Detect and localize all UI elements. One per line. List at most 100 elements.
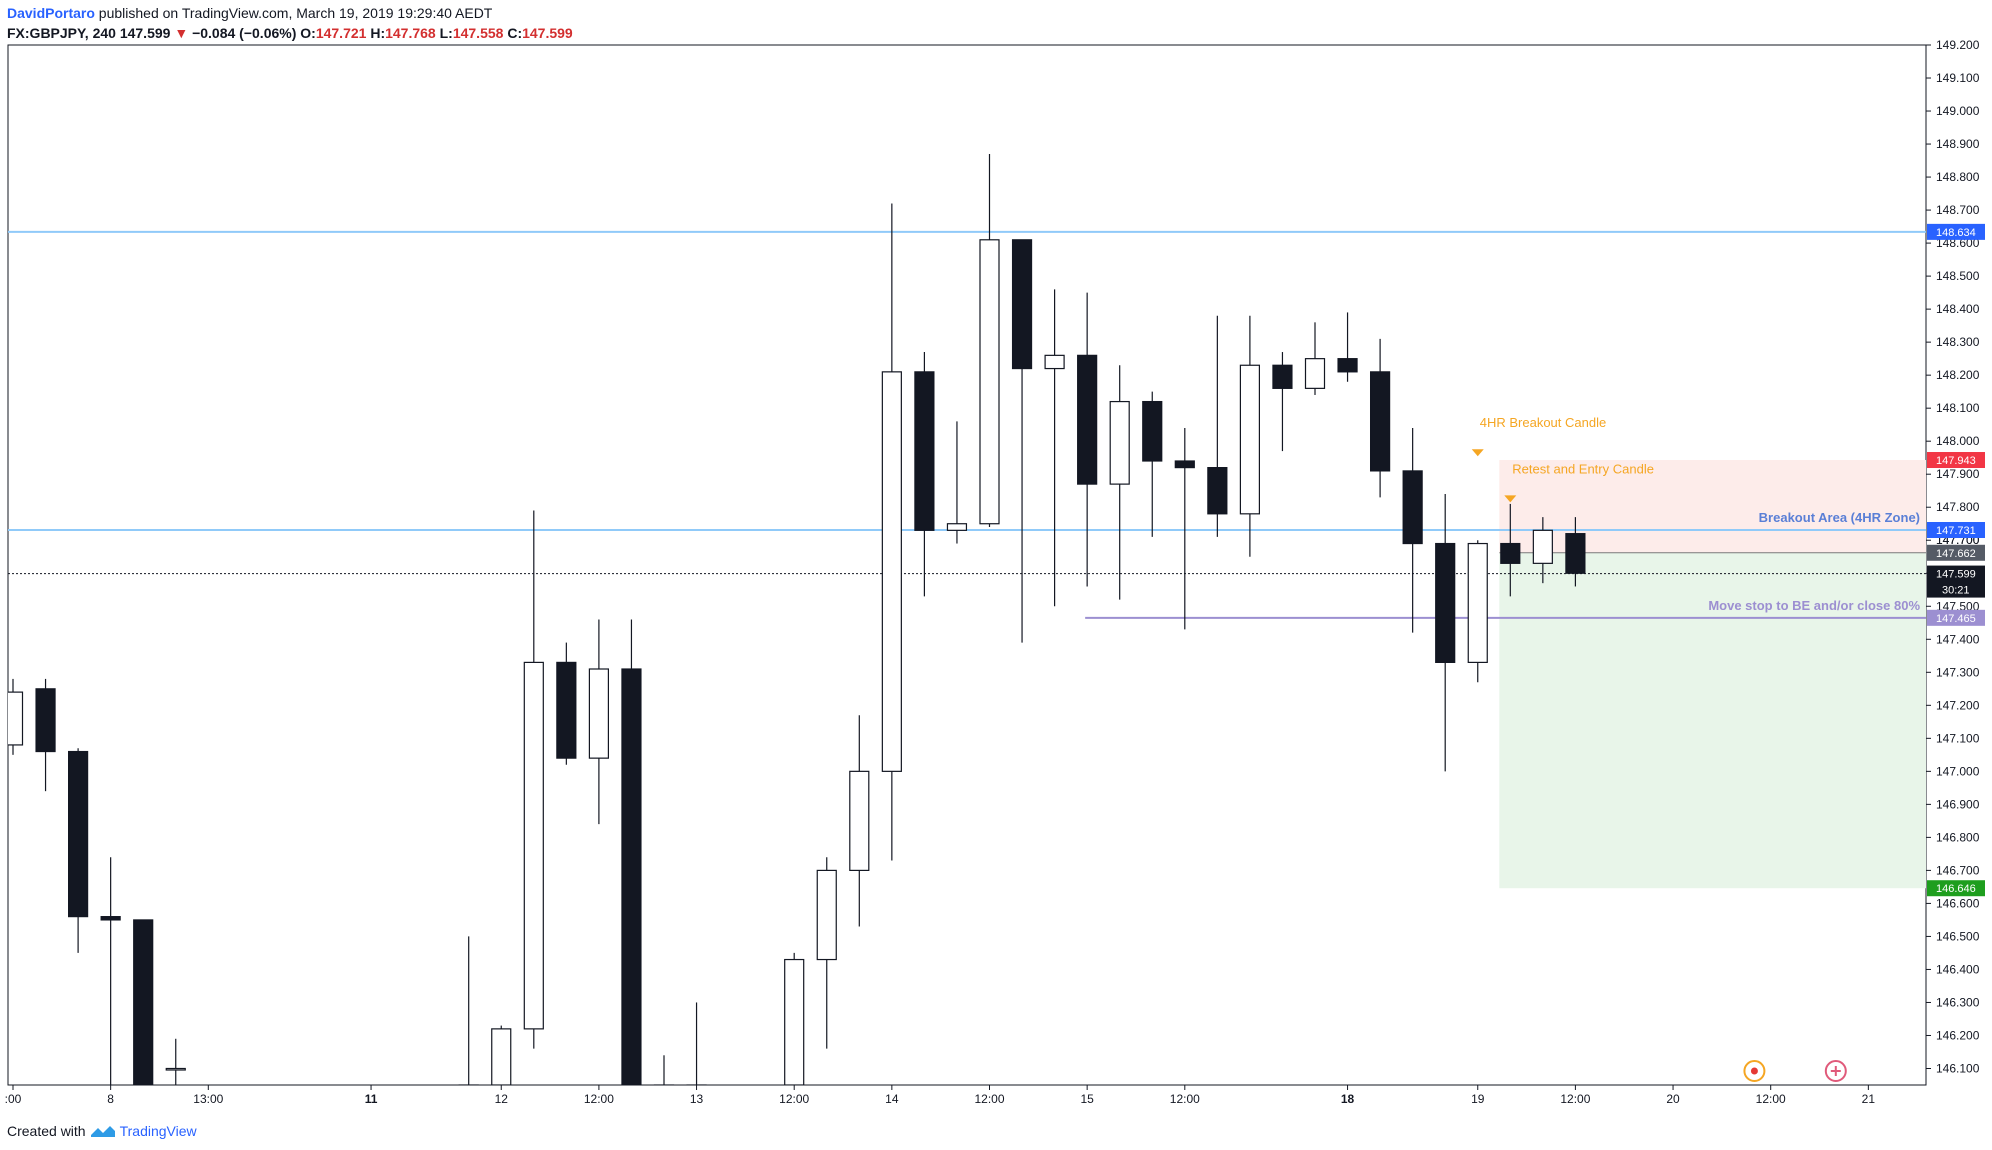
candle-body-31 xyxy=(1011,239,1033,370)
open-label: O: xyxy=(300,25,316,41)
y-tick-label-27: 148.800 xyxy=(1936,170,1980,184)
candle-body-4 xyxy=(133,919,154,1085)
y-tick-label-23: 148.400 xyxy=(1936,302,1980,316)
y-tick-label-10: 147.100 xyxy=(1936,731,1980,745)
x-tick-label-0: :00 xyxy=(5,1092,22,1106)
high-value: 147.768 xyxy=(385,25,436,41)
y-tick-label-31: 149.200 xyxy=(1936,38,1980,52)
candle-body-15 xyxy=(491,1028,512,1085)
candle-body-41 xyxy=(1337,358,1358,373)
candle-body-42 xyxy=(1369,371,1391,472)
candle-body-45 xyxy=(1467,542,1488,663)
x-tick-label-15: 20 xyxy=(1666,1092,1680,1106)
y-tick-label-13: 147.400 xyxy=(1936,632,1980,646)
countdown-label: 30:21 xyxy=(1942,585,1970,597)
x-tick-label-10: 15 xyxy=(1080,1092,1094,1106)
event-icon-orange-dot xyxy=(1750,1067,1758,1075)
candle-body-36 xyxy=(1174,460,1195,469)
candle-body-28 xyxy=(914,371,935,531)
y-tick-label-29: 149.000 xyxy=(1936,104,1980,118)
symbol-line: FX:GBPJPY, 240 147.599 ▼ −0.084 (−0.06%)… xyxy=(7,23,573,43)
annotation-3: Move stop to BE and/or close 80% xyxy=(1708,598,1920,613)
candle-body-24 xyxy=(784,958,805,1085)
chart-header: DavidPortaro published on TradingView.co… xyxy=(7,3,573,43)
y-tick-label-0: 146.100 xyxy=(1936,1061,1980,1075)
candle-body-3 xyxy=(100,916,121,921)
down-arrow-icon: ▼ xyxy=(174,25,189,41)
created-with-text: Created with xyxy=(7,1123,86,1139)
take-profit-zone xyxy=(1499,552,1926,889)
y-tick-label-14: 147.500 xyxy=(1936,599,1980,613)
x-tick-label-12: 18 xyxy=(1341,1092,1355,1106)
y-tick-label-11: 147.200 xyxy=(1936,698,1980,712)
low-label: L: xyxy=(439,25,453,41)
x-tick-label-5: 12:00 xyxy=(584,1092,614,1106)
candle-body-16 xyxy=(523,661,544,1030)
x-tick-label-2: 13:00 xyxy=(193,1092,223,1106)
stop-price-tag-bg xyxy=(1927,452,1985,469)
candle-body-35 xyxy=(1142,400,1163,462)
x-tick-label-1: 8 xyxy=(107,1092,114,1106)
x-tick-label-3: 11 xyxy=(365,1092,378,1106)
published-text: published on TradingView.com, March 19, … xyxy=(94,5,493,21)
y-tick-label-1: 146.200 xyxy=(1936,1028,1980,1042)
symbol-label: FX:GBPJPY, 240 xyxy=(7,25,116,41)
candle-body-1 xyxy=(35,688,56,753)
x-tick-label-17: 21 xyxy=(1862,1092,1876,1106)
tradingview-brand[interactable]: TradingView xyxy=(119,1123,197,1139)
x-tick-label-13: 19 xyxy=(1471,1092,1485,1106)
author-link[interactable]: DavidPortaro xyxy=(7,5,95,21)
open-value: 147.721 xyxy=(315,25,367,41)
x-tick-label-6: 13 xyxy=(690,1092,704,1106)
candle-body-43 xyxy=(1402,470,1423,545)
x-tick-label-7: 12:00 xyxy=(779,1092,809,1106)
x-tick-label-14: 12:00 xyxy=(1560,1092,1590,1106)
stop-price-tag: 147.943 xyxy=(1936,455,1976,467)
publish-line: DavidPortaro published on TradingView.co… xyxy=(7,3,573,23)
y-tick-label-20: 148.100 xyxy=(1936,401,1980,415)
candle-body-25 xyxy=(816,869,837,961)
y-tick-label-30: 149.100 xyxy=(1936,71,1980,85)
tradingview-logo-icon xyxy=(90,1126,115,1137)
candle-body-2 xyxy=(67,750,89,918)
low-value: 147.558 xyxy=(452,25,504,41)
target-price-tag: 146.646 xyxy=(1936,883,1976,895)
level-price-tag-0: 148.634 xyxy=(1936,227,1976,239)
candle-body-46 xyxy=(1500,542,1521,564)
candle-body-48 xyxy=(1565,533,1586,574)
y-tick-label-12: 147.300 xyxy=(1936,665,1980,679)
last-price-text: 147.599 xyxy=(119,25,171,41)
y-tick-label-17: 147.800 xyxy=(1936,500,1980,514)
annotation-0: 4HR Breakout Candle xyxy=(1480,415,1606,430)
last-price-tag-bg xyxy=(1927,565,1985,598)
y-tick-label-2: 146.300 xyxy=(1936,995,1980,1009)
annotation-arrow-1 xyxy=(1504,495,1517,503)
x-tick-label-4: 12 xyxy=(495,1092,509,1106)
y-tick-label-3: 146.400 xyxy=(1936,962,1980,976)
candle-body-33 xyxy=(1077,354,1098,485)
x-tick-label-16: 12:00 xyxy=(1756,1092,1786,1106)
y-tick-label-28: 148.900 xyxy=(1936,137,1980,151)
last-price-tag: 147.599 xyxy=(1936,569,1976,581)
y-tick-label-9: 147.000 xyxy=(1936,764,1980,778)
annotation-1: Retest and Entry Candle xyxy=(1512,461,1654,476)
candle-body-44 xyxy=(1435,542,1456,663)
high-label: H: xyxy=(370,25,386,41)
y-tick-label-21: 148.200 xyxy=(1936,368,1980,382)
candle-body-37 xyxy=(1207,467,1228,515)
candle-body-47 xyxy=(1532,529,1553,564)
y-tick-label-5: 146.600 xyxy=(1936,896,1980,910)
candle-body-32 xyxy=(1044,354,1065,370)
y-tick-label-7: 146.800 xyxy=(1936,830,1980,844)
y-tick-label-19: 148.000 xyxy=(1936,434,1980,448)
close-label: C: xyxy=(507,25,523,41)
candle-body-18 xyxy=(588,668,610,759)
x-tick-label-8: 14 xyxy=(885,1092,899,1106)
candle-body-19 xyxy=(621,668,642,1085)
candle-body-27 xyxy=(881,371,902,772)
entry-price-tag: 147.662 xyxy=(1936,548,1976,560)
y-tick-label-22: 148.300 xyxy=(1936,335,1980,349)
candle-body-26 xyxy=(849,770,870,871)
annotation-2: Breakout Area (4HR Zone) xyxy=(1759,510,1920,525)
